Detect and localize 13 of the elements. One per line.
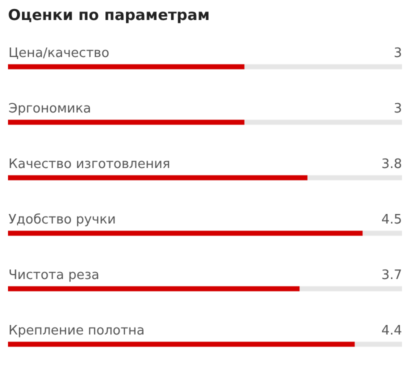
data-label: 3 <box>394 101 402 116</box>
y-tick-label: Качество изготовления <box>8 156 170 172</box>
y-tick-label: Цена/качество <box>8 46 110 61</box>
y-tick-label: Чистота реза <box>8 268 100 283</box>
data-label: 3.8 <box>381 156 402 172</box>
data-label: 4.5 <box>381 212 402 228</box>
y-tick-label: Удобство ручки <box>8 212 116 228</box>
data-label: 4.4 <box>381 323 402 338</box>
data-label: 3 <box>394 46 402 61</box>
chart-title: Оценки по параметрам <box>8 6 210 24</box>
y-tick-label: Крепление полотна <box>8 323 145 338</box>
data-label: 3.7 <box>381 268 402 283</box>
y-tick-label: Эргономика <box>8 101 92 116</box>
